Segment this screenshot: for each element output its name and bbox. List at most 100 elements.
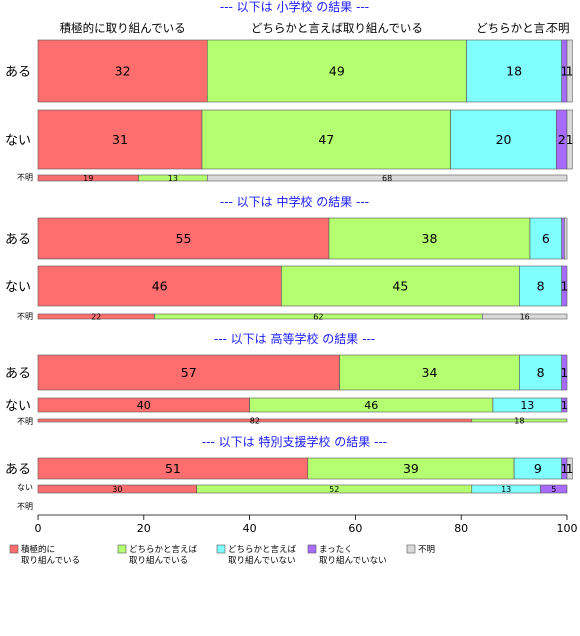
panel-title: --- 以下は 特別支援学校 の結果 --- (202, 434, 387, 449)
bar-segment (206, 174, 568, 182)
data-label: 9 (534, 461, 542, 476)
data-label: 49 (329, 64, 345, 79)
data-label: 1 (560, 64, 568, 79)
data-label: 1 (561, 399, 568, 412)
column-header-label: どちらかと言... (476, 21, 556, 35)
data-label: 19 (83, 174, 93, 183)
bar-segment (564, 217, 568, 260)
column-header-label: 積極的に取り組んでいる (60, 21, 186, 35)
bar-segment (519, 265, 563, 307)
data-label: 45 (392, 279, 408, 294)
x-tick-label: 60 (348, 522, 362, 535)
row-label: ない (17, 483, 33, 492)
data-label: 8 (537, 279, 545, 294)
legend-label: 取り組んでいる (21, 555, 80, 566)
bar-segment (37, 354, 340, 391)
column-header-label: どちらかと言えば取り組んでいる (251, 21, 423, 35)
bar-segment (482, 313, 568, 320)
data-label: 1 (566, 132, 574, 147)
data-label: 57 (181, 365, 197, 380)
bar-segment (566, 109, 573, 170)
bar-segment (37, 265, 282, 307)
row-label: 不明 (17, 173, 33, 182)
bar-segment (339, 354, 520, 391)
data-label: 51 (165, 461, 181, 476)
x-tick-label: 20 (137, 522, 151, 535)
data-label: 18 (514, 416, 524, 425)
bar-segment (566, 39, 573, 103)
legend-label: 取り組んでいない (319, 555, 387, 566)
bar-segment (37, 109, 203, 170)
row-label: 不明 (17, 502, 33, 511)
data-label: 82 (250, 416, 260, 425)
row-label: ある (5, 463, 31, 478)
data-label: 55 (176, 231, 192, 246)
data-label: 16 (520, 312, 530, 321)
data-label: 34 (422, 365, 438, 380)
bar-segment (37, 217, 330, 260)
data-label: 46 (364, 399, 378, 412)
row-label: ない (5, 280, 31, 295)
bar-segment (328, 217, 531, 260)
data-label: 46 (152, 279, 168, 294)
data-label: 1 (566, 64, 574, 79)
bar-segment (37, 39, 208, 103)
data-label: 18 (506, 64, 522, 79)
bar-segment (281, 265, 520, 307)
data-label: 13 (168, 174, 178, 183)
legend-label: まったく (319, 545, 353, 555)
x-tick-label: 40 (243, 522, 257, 535)
data-label: 32 (115, 64, 131, 79)
data-label: 52 (329, 485, 339, 494)
bar-segment (561, 265, 568, 307)
bar-segment (471, 418, 568, 423)
bar-segment (466, 39, 563, 103)
panel-title: --- 以下は 高等学校 の結果 --- (214, 331, 375, 346)
legend-label: どちらかと言えば (129, 544, 198, 555)
data-label: 1 (560, 461, 568, 476)
data-label: 68 (382, 174, 392, 183)
data-label: 13 (501, 485, 511, 494)
bar-segment (566, 457, 573, 480)
x-tick-label: 100 (557, 522, 578, 535)
bar-segment (561, 397, 568, 413)
data-label: 39 (403, 461, 419, 476)
data-label: 47 (318, 132, 334, 147)
row-label: 不明 (17, 417, 33, 426)
row-label: ある (5, 367, 31, 382)
x-tick-label: 0 (35, 522, 42, 535)
data-label: 8 (537, 365, 545, 380)
legend-swatch (307, 544, 317, 554)
data-label: 1 (566, 461, 574, 476)
data-label: 2 (558, 132, 566, 147)
row-label: ある (5, 233, 31, 248)
legend-swatch (216, 544, 226, 554)
data-label: 13 (520, 399, 534, 412)
row-label: ない (5, 399, 31, 414)
row-label: 不明 (17, 312, 33, 321)
bar-segment (206, 39, 467, 103)
bar-segment (561, 217, 565, 260)
data-label: 38 (422, 231, 438, 246)
data-label: 5 (551, 485, 556, 494)
row-label: ない (5, 134, 31, 149)
panel-title: --- 以下は 小学校 の結果 --- (220, 0, 369, 14)
bar-segment (540, 484, 568, 494)
data-label: 40 (137, 399, 151, 412)
bar-segment (529, 217, 563, 260)
bar-segment (561, 354, 568, 391)
panel-title: --- 以下は 中学校 の結果 --- (220, 194, 369, 209)
legend-swatch (406, 544, 416, 554)
legend-label: 取り組んでいる (129, 555, 188, 566)
data-label: 20 (496, 132, 512, 147)
data-label: 22 (91, 312, 101, 321)
legend-label: 取り組んでいない (228, 555, 296, 566)
legend-label: どちらかと言えば (228, 544, 297, 555)
column-header-label: 不明 (547, 21, 570, 35)
data-label: 1 (560, 365, 568, 380)
legend-swatch (9, 544, 19, 554)
x-tick-label: 80 (454, 522, 468, 535)
bar-segment (519, 354, 563, 391)
data-label: 6 (542, 231, 550, 246)
data-label: 62 (313, 312, 323, 321)
